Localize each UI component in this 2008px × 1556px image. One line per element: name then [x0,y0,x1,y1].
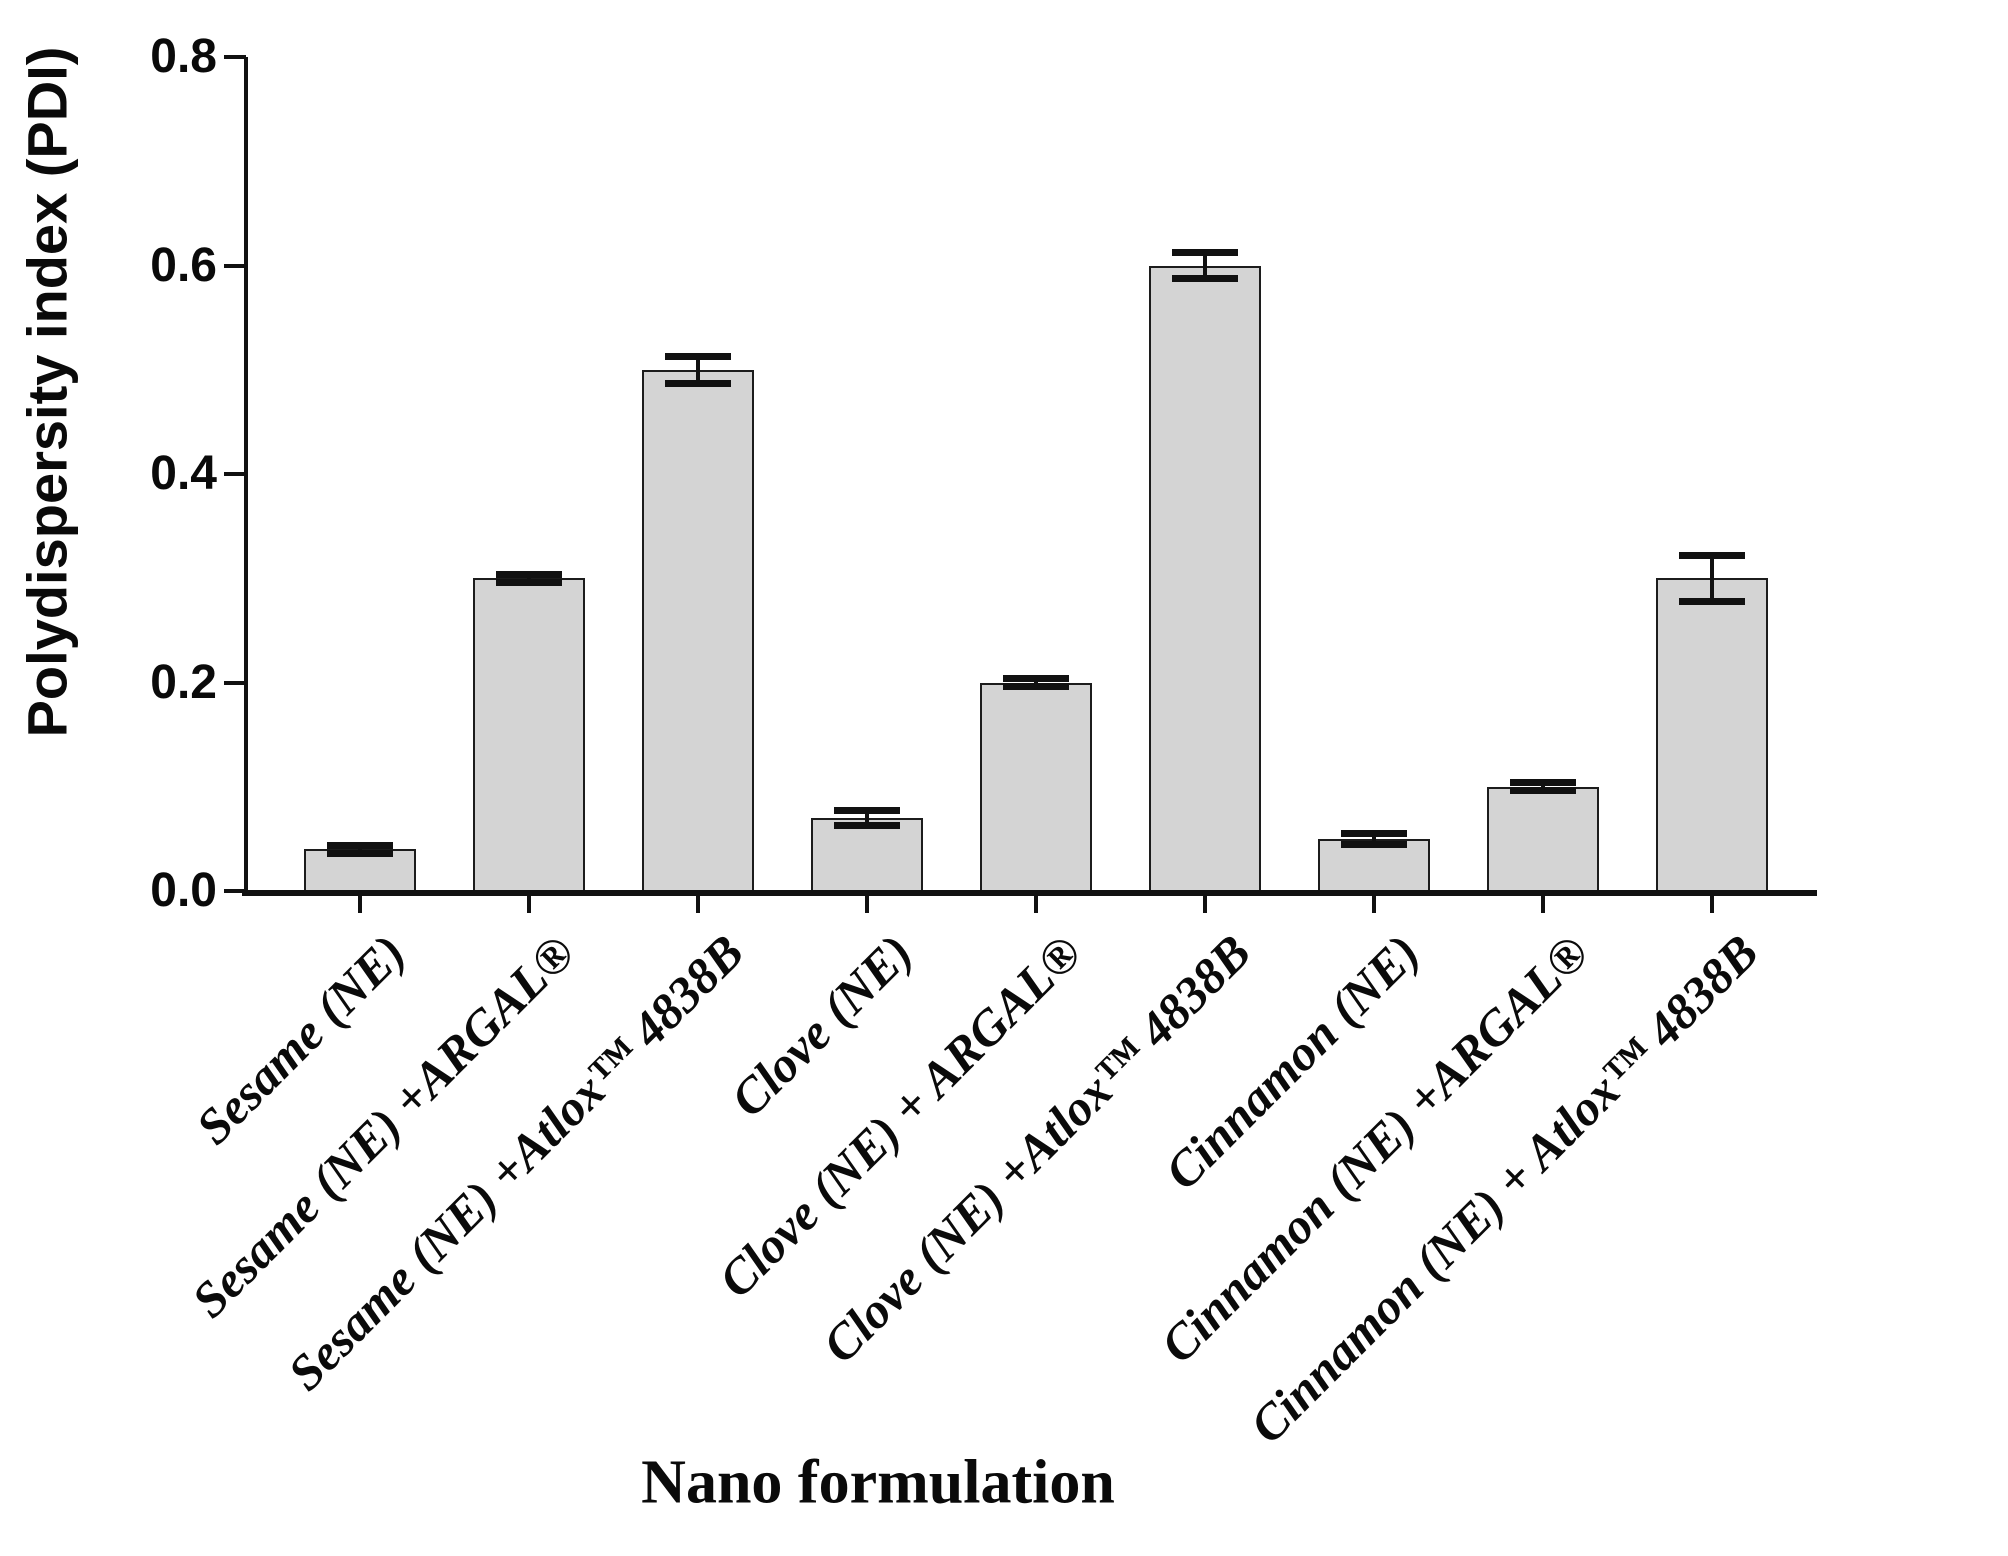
error-bar-top-cap [1341,830,1407,838]
error-bar-bottom-cap [1679,597,1745,605]
y-tick [224,472,246,476]
x-axis-title: Nano formulation [641,1448,1115,1517]
error-bar-top-cap [665,352,731,360]
bar [473,578,585,893]
x-tick [1034,895,1038,913]
y-tick [224,55,246,59]
x-tick [527,895,531,913]
bar [642,369,754,893]
error-bar-line [1372,833,1376,845]
error-bar-bottom-cap [496,578,562,586]
bar [980,682,1092,893]
error-bar-line [1034,678,1038,687]
error-bar-top-cap [327,841,393,849]
error-bar-top-cap [496,570,562,578]
x-axis-line [242,890,1817,896]
error-bar-top-cap [1172,249,1238,257]
error-bar-bottom-cap [834,821,900,829]
error-bar-line [358,845,362,854]
y-tick-label: 0.0 [150,864,217,917]
x-tick [1541,895,1545,913]
bar [1149,265,1261,893]
error-bar-bottom-cap [1510,787,1576,795]
y-tick [224,263,246,268]
error-bar-top-cap [1003,674,1069,682]
y-tick [224,889,246,893]
error-bar-line [696,356,700,384]
error-bar-line [1710,555,1714,602]
x-tick [1203,895,1207,913]
error-bar-bottom-cap [1172,274,1238,282]
error-bar-top-cap [1679,551,1745,559]
error-bar-top-cap [1510,779,1576,787]
y-tick [224,680,246,685]
y-tick-label: 0.2 [150,655,217,709]
error-bar-bottom-cap [1341,840,1407,848]
error-bar-bottom-cap [327,849,393,857]
error-bar-line [1203,252,1207,278]
error-bar-line [527,574,531,583]
bar [811,818,923,893]
error-bar-top-cap [834,807,900,815]
bar [1487,786,1599,893]
x-tick [1710,895,1714,913]
error-bar-line [865,810,869,826]
y-tick-label: 0.6 [150,238,217,292]
error-bar-bottom-cap [665,379,731,387]
x-tick [358,895,362,913]
x-tick [865,895,869,913]
x-tick [696,895,700,913]
bar [1656,578,1768,893]
y-axis-line [244,57,248,895]
y-tick-label: 0.8 [150,30,217,83]
x-tick [1372,895,1376,913]
error-bar-line [1541,782,1545,791]
error-bar-bottom-cap [1003,683,1069,691]
y-tick-label: 0.4 [150,447,217,500]
